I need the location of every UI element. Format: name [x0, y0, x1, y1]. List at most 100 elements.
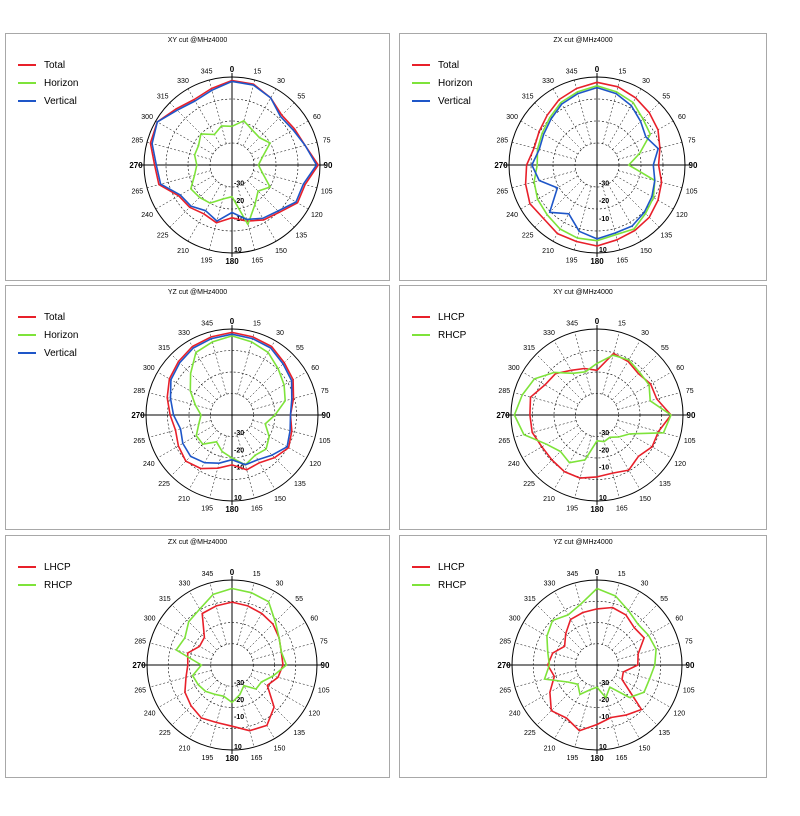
angle-tick-label: 165	[616, 755, 628, 762]
angle-tick-label: 180	[590, 505, 604, 514]
angle-tick-label: 330	[543, 330, 555, 337]
grid-spoke	[552, 88, 587, 147]
grid-spoke	[155, 175, 214, 210]
angle-tick-label: 195	[566, 506, 578, 513]
angle-tick-label: 60	[675, 616, 683, 623]
angle-tick-label: 75	[688, 138, 696, 145]
angle-tick-label: 210	[179, 745, 191, 752]
angle-tick-label: 30	[642, 78, 650, 85]
polar-plot: 0 15 30 55 60 75 90 105 120 135 150 165 180 195 210 225…	[496, 317, 696, 514]
grid-spoke	[615, 175, 674, 210]
grid-spoke	[247, 180, 295, 228]
grid-spoke	[237, 435, 255, 499]
grid-spoke	[574, 582, 592, 645]
legend: Total Horizon Vertical	[18, 56, 78, 110]
polar-plot: 0 15 30 55 60 75 90 105 120 135 150 165 180 195 210 225…	[494, 65, 698, 266]
grid-spoke	[573, 79, 592, 144]
angle-tick-label: 120	[309, 461, 321, 468]
radial-tick-label: 10	[234, 495, 242, 502]
grid-spoke	[602, 186, 621, 251]
legend-swatch	[412, 100, 430, 102]
grid-spoke	[534, 180, 582, 228]
angle-tick-label: 210	[178, 496, 190, 503]
series-line-vertical	[169, 333, 293, 466]
grid-spoke	[246, 679, 293, 726]
legend-item: Total	[18, 56, 78, 74]
grid-spoke	[602, 79, 621, 144]
grid-spoke	[157, 371, 214, 405]
legend-item: LHCP	[412, 558, 466, 576]
legend-label: LHCP	[438, 311, 465, 323]
angle-tick-label: 105	[318, 688, 330, 695]
legend-swatch	[412, 334, 430, 336]
polar-plot: 0 15 30 55 60 75 90 105 120 135 150 165 180 195 210 225…	[131, 317, 331, 514]
grid-spoke	[523, 675, 579, 708]
angle-tick-label: 345	[201, 320, 213, 327]
angle-tick-label: 135	[660, 232, 672, 239]
angle-tick-label: 165	[251, 755, 263, 762]
chart-title: ZX cut @MHz4000	[167, 539, 228, 546]
radial-tick-label: 10	[599, 495, 607, 502]
grid-spoke	[618, 170, 683, 189]
angle-tick-label: 15	[253, 571, 261, 578]
angle-tick-label: 345	[201, 68, 213, 75]
angle-tick-label: 60	[313, 114, 321, 121]
angle-tick-label: 75	[320, 638, 328, 645]
grid-spoke	[242, 683, 275, 739]
angle-tick-label: 345	[566, 320, 578, 327]
chart-panel-6: YZ cut @MHz4000 0 15 30 55 60 75 90 105 120 135 150…	[399, 535, 767, 778]
grid-spoke	[247, 102, 295, 150]
angle-tick-label: 120	[308, 711, 320, 718]
grid-spoke	[574, 331, 592, 395]
chart-title: ZX cut @MHz4000	[553, 37, 613, 44]
series-line-horizon	[190, 120, 271, 226]
angle-tick-label: 55	[296, 345, 304, 352]
grid-spoke	[250, 675, 306, 708]
legend-label: Horizon	[438, 77, 473, 89]
radial-tick-label: -10	[599, 714, 609, 721]
grid-spoke	[573, 186, 592, 251]
angle-tick-label: 300	[141, 114, 153, 121]
angle-tick-label: 0	[230, 317, 235, 326]
angle-tick-label: 55	[297, 94, 305, 101]
angle-tick-label: 165	[617, 258, 629, 265]
angle-tick-label: 0	[230, 568, 235, 577]
grid-spoke	[237, 685, 255, 748]
legend-label: RHCP	[438, 329, 467, 341]
grid-spoke	[246, 604, 293, 651]
angle-tick-label: 105	[683, 688, 695, 695]
grid-spoke	[602, 331, 620, 395]
polar-plot: 0 15 30 55 60 75 90 105 120 135 150 165 180 195 210 225…	[129, 65, 333, 266]
grid-spoke	[612, 354, 658, 400]
radial-tick-label: -10	[234, 714, 244, 721]
angle-tick-label: 90	[687, 411, 696, 420]
angle-tick-label: 330	[544, 581, 556, 588]
legend-label: Total	[438, 59, 460, 71]
legend-item: Total	[18, 308, 78, 326]
grid-spoke	[520, 175, 579, 210]
legend-swatch	[18, 334, 36, 336]
grid-spoke	[250, 175, 309, 210]
grid-spoke	[253, 141, 318, 160]
grid-spoke	[171, 430, 217, 476]
grid-spoke	[146, 141, 211, 160]
angle-tick-label: 15	[253, 68, 261, 75]
grid-spoke	[155, 120, 214, 155]
angle-tick-label: 240	[508, 461, 520, 468]
angle-tick-label: 240	[144, 711, 156, 718]
legend-swatch	[412, 316, 430, 318]
polar-plot: 0 15 30 55 60 75 90 105 120 135 150 165 180 195 210 225…	[497, 568, 695, 763]
radial-tick-label: -20	[599, 198, 609, 205]
angle-tick-label: 105	[686, 188, 698, 195]
legend-label: LHCP	[44, 561, 71, 573]
angle-tick-label: 15	[618, 571, 626, 578]
angle-tick-label: 330	[179, 581, 191, 588]
angle-tick-label: 90	[322, 411, 331, 420]
grid-spoke	[242, 433, 276, 490]
radial-tick-label: -10	[599, 465, 609, 472]
series-line-horizon	[533, 85, 656, 242]
legend-label: Vertical	[438, 95, 471, 107]
legend-item: Horizon	[412, 74, 472, 92]
angle-tick-label: 315	[157, 94, 169, 101]
angle-tick-label: 285	[498, 388, 510, 395]
